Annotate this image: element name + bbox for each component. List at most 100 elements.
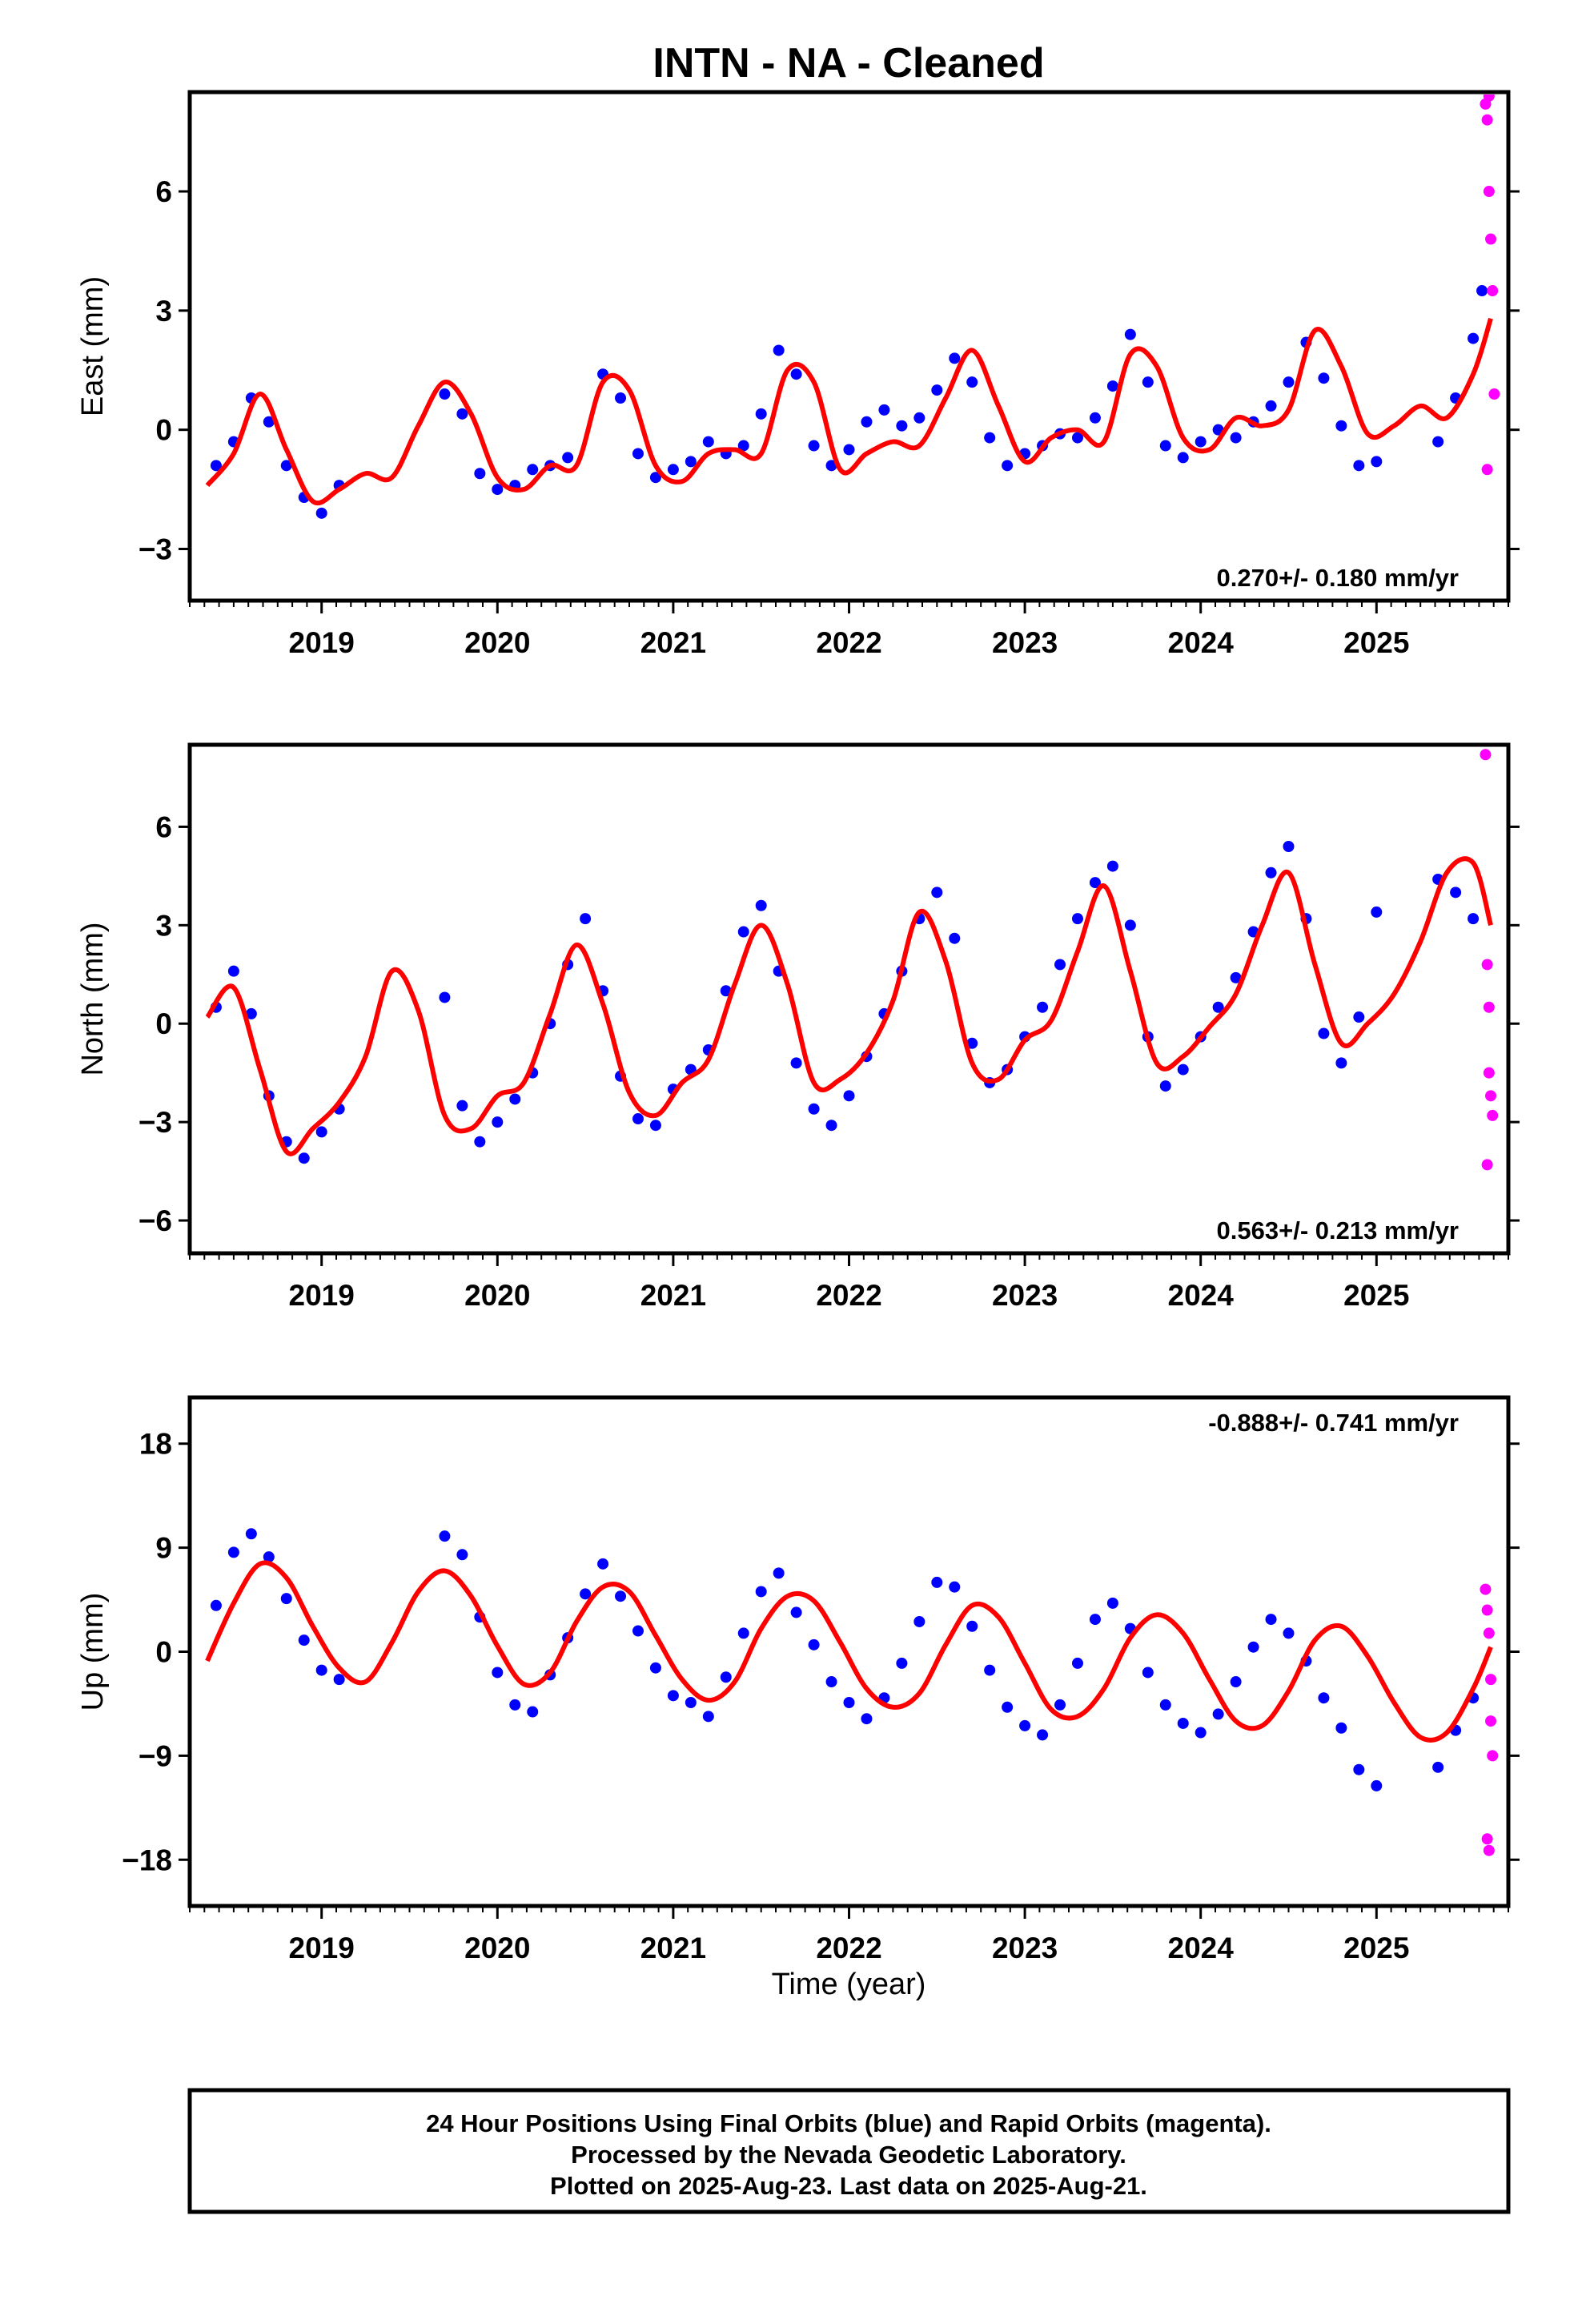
north-final-point [1212, 1001, 1224, 1013]
north-rapid-point [1483, 1067, 1495, 1079]
east-final-point [984, 432, 996, 444]
east-final-point [263, 416, 275, 428]
up-y-tick-label: 9 [155, 1532, 172, 1565]
up-rapid-point [1480, 1583, 1492, 1595]
east-final-point [931, 384, 943, 396]
up-rapid-point [1483, 1627, 1495, 1639]
east-final-point [492, 484, 504, 496]
east-final-point [773, 344, 785, 356]
up-final-point [1019, 1719, 1031, 1731]
north-final-point [580, 913, 592, 925]
east-y-tick-label: 0 [155, 414, 172, 447]
east-rate-label: 0.270+/- 0.180 mm/yr [1217, 564, 1459, 592]
north-x-tick-label: 2022 [816, 1279, 881, 1312]
up-final-point [1037, 1729, 1049, 1741]
north-final-point [1265, 866, 1277, 879]
east-final-point [1195, 436, 1207, 448]
east-y-tick-label: 3 [155, 295, 172, 328]
up-final-point [808, 1638, 820, 1651]
north-final-point [492, 1116, 504, 1128]
north-final-point [1054, 959, 1066, 971]
east-final-point [1468, 332, 1480, 344]
east-final-point [1177, 452, 1189, 464]
up-y-tick-label: −9 [139, 1739, 172, 1772]
north-final-point [1450, 887, 1462, 899]
north-x-tick-label: 2023 [992, 1279, 1058, 1312]
east-final-point [1071, 432, 1083, 444]
east-final-point [878, 404, 890, 416]
north-final-point [720, 985, 732, 997]
east-final-point [1335, 420, 1347, 432]
footer-frame [187, 2088, 1511, 2214]
up-final-point [896, 1657, 908, 1669]
up-final-point [737, 1627, 749, 1639]
north-final-point [843, 1090, 855, 1102]
north-final-point [1230, 971, 1242, 983]
up-final-point [649, 1662, 661, 1674]
east-panel: −3 0 3 6 2019 2020 2021 2022 2023 2024 2025 East (m… [76, 90, 1520, 659]
north-final-point [1177, 1063, 1189, 1076]
north-y-tick-label: 3 [155, 909, 172, 942]
up-rapid-point [1481, 1833, 1493, 1845]
east-y-tick-label: 6 [155, 175, 172, 208]
north-final-point [632, 1113, 644, 1125]
north-rapid-point [1483, 1001, 1495, 1013]
up-final-point [597, 1558, 609, 1570]
footer-line-3: Plotted on 2025-Aug-23. Last data on 202… [550, 2172, 1147, 2200]
east-final-point [808, 440, 820, 452]
east-final-point [1265, 400, 1277, 412]
east-model-curve [205, 317, 1493, 505]
north-final-point [1353, 1011, 1365, 1023]
north-final-point [649, 1120, 661, 1132]
up-final-point [456, 1549, 468, 1561]
up-final-point [527, 1706, 539, 1718]
east-final-point [1159, 440, 1171, 452]
up-final-point [1071, 1657, 1083, 1669]
east-final-point [1353, 460, 1365, 472]
up-final-point [702, 1711, 714, 1723]
east-final-point [439, 388, 451, 400]
east-final-point [667, 464, 679, 476]
north-final-point [439, 991, 451, 1003]
up-y-tick-label: 0 [155, 1636, 172, 1669]
east-final-point [896, 420, 908, 432]
north-final-point [1089, 877, 1101, 889]
east-final-point [456, 408, 468, 420]
up-final-point [315, 1664, 327, 1676]
up-final-point [632, 1625, 644, 1637]
north-y-tick-label: −3 [139, 1106, 172, 1139]
up-model-curve [205, 1560, 1493, 1743]
north-x-tick-label: 2025 [1343, 1279, 1409, 1312]
east-final-point [702, 436, 714, 448]
east-y-axis-label: East (mm) [76, 276, 110, 416]
north-rate-label: 0.563+/- 0.213 mm/yr [1217, 1216, 1459, 1244]
east-final-point [913, 412, 926, 424]
north-final-point [1335, 1057, 1347, 1069]
north-final-point [456, 1100, 468, 1112]
east-x-tick-label: 2024 [1168, 626, 1235, 659]
up-final-point [667, 1690, 679, 1702]
panels: −3 0 3 6 2019 2020 2021 2022 2023 2024 2025 East (m… [76, 90, 1520, 1964]
east-final-point [649, 472, 661, 484]
up-final-point [1283, 1627, 1295, 1639]
up-final-point [1106, 1597, 1118, 1609]
up-x-tick-label: 2020 [464, 1932, 530, 1964]
east-final-point [474, 468, 486, 480]
up-final-point [210, 1599, 222, 1611]
east-final-point [1283, 376, 1295, 388]
north-x-tick-label: 2020 [464, 1279, 530, 1312]
up-final-point [825, 1676, 837, 1688]
up-panel: −18 −9 0 9 18 2019 2020 2021 2022 2023 2024 2025 Up … [76, 1395, 1520, 1964]
east-final-point [562, 452, 574, 464]
footer-box: 24 Hour Positions Using Final Orbits (bl… [187, 2088, 1511, 2214]
north-final-point [1106, 860, 1118, 872]
up-rate-label: -0.888+/- 0.741 mm/yr [1208, 1409, 1459, 1437]
east-final-point [685, 456, 697, 468]
up-final-point [720, 1671, 732, 1683]
east-final-point [1476, 285, 1488, 297]
east-rapid-point [1481, 464, 1493, 476]
up-final-point [298, 1634, 310, 1647]
up-final-point [843, 1697, 855, 1708]
north-rapid-point [1480, 749, 1492, 761]
